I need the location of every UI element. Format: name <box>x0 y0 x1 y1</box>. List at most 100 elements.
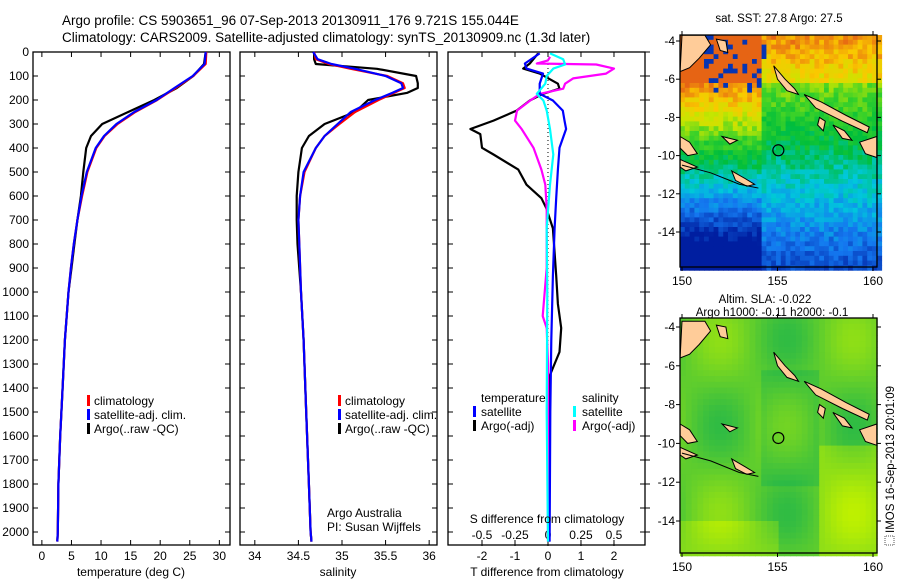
map-cell <box>747 255 753 262</box>
map-cell <box>838 102 844 108</box>
map-cell <box>767 422 774 429</box>
map-cell <box>737 83 743 89</box>
map-cell <box>819 49 825 55</box>
map-cell <box>704 78 710 84</box>
map-cell <box>824 212 830 218</box>
map-cell <box>836 492 843 499</box>
map-cell <box>737 150 743 156</box>
map-cell <box>848 49 854 55</box>
map-cell <box>842 376 849 383</box>
map-cell <box>833 227 839 233</box>
map-cell <box>737 73 743 79</box>
map-cell <box>766 49 772 55</box>
map-cell <box>800 107 806 113</box>
map-cell <box>728 49 734 55</box>
map-cell <box>703 416 710 423</box>
map-cell <box>780 193 787 199</box>
map-cell <box>838 222 844 228</box>
map-cell <box>857 59 863 65</box>
map-cell <box>796 521 803 528</box>
map-cell <box>828 183 835 190</box>
map-cell <box>857 260 863 266</box>
map-cell <box>795 183 801 190</box>
map-cell <box>876 107 883 113</box>
map-cell <box>804 188 811 194</box>
map-cell <box>684 83 691 89</box>
map-cell <box>780 260 787 266</box>
map-cell <box>790 439 797 447</box>
map-cell <box>742 131 748 137</box>
map-cell <box>785 150 791 156</box>
map-cell <box>756 188 763 194</box>
profile-line-satellite-adj <box>297 51 405 542</box>
map-cell <box>819 87 825 94</box>
map-cell <box>726 352 733 360</box>
map-cell <box>867 222 873 228</box>
map-cell <box>813 503 820 510</box>
map-cell <box>737 183 743 190</box>
map-cell <box>780 169 787 175</box>
map-cell <box>857 35 863 41</box>
map-cell <box>852 87 859 94</box>
map-cell <box>809 246 815 252</box>
map-cell <box>726 410 733 418</box>
map-cell <box>838 97 844 103</box>
map-cell <box>761 59 767 65</box>
y-tick-label: 100 <box>9 69 29 83</box>
map-cell <box>723 159 729 166</box>
map-cell <box>761 193 767 199</box>
map-cell <box>867 203 873 209</box>
map-cell <box>857 183 863 190</box>
map-cell <box>872 111 878 118</box>
plot-frame <box>239 51 438 546</box>
map-cell <box>703 387 710 394</box>
map-cell <box>684 121 691 127</box>
map-cell <box>713 111 719 118</box>
map-cell <box>723 63 729 70</box>
map-cell <box>809 145 815 151</box>
legend-swatch-t-satellite <box>473 406 476 417</box>
map-cell <box>720 370 727 377</box>
map-cell <box>708 188 715 194</box>
map-cell <box>756 54 763 60</box>
map-cell <box>709 329 716 336</box>
map-cell <box>718 188 724 194</box>
map-cell <box>749 428 756 435</box>
x2-tick-label: 0.5 <box>606 528 623 542</box>
map-cell <box>872 236 878 242</box>
map-cell <box>833 183 839 190</box>
map-cell <box>718 68 724 74</box>
map-cell <box>694 145 700 151</box>
map-cell <box>728 78 734 84</box>
map-cell <box>743 422 751 429</box>
map-cell <box>867 193 873 199</box>
map-cell <box>790 217 796 223</box>
map-cell <box>755 451 762 458</box>
map-cell <box>848 207 854 214</box>
map-cell <box>761 222 767 228</box>
map-cell <box>732 393 739 400</box>
map-cell <box>752 188 758 194</box>
map-cell <box>714 347 722 354</box>
map-cell <box>685 387 693 394</box>
map-cell <box>699 102 705 108</box>
map-cell <box>720 341 727 348</box>
map-cell <box>804 183 811 190</box>
map-cell <box>843 212 849 218</box>
map-cell <box>865 480 872 487</box>
map-cell <box>726 370 733 377</box>
map-cell <box>862 174 868 180</box>
map-cell <box>778 503 785 510</box>
map-cell <box>819 63 825 70</box>
map-cell <box>732 116 739 122</box>
map-cell <box>809 169 815 175</box>
map-cell <box>726 544 733 551</box>
map-cell <box>713 193 719 199</box>
map-cell <box>767 335 774 342</box>
map-cell <box>709 463 716 470</box>
map-cell <box>709 468 716 476</box>
map-cell <box>790 212 796 218</box>
map-cell <box>689 102 695 108</box>
map-cell <box>703 532 710 539</box>
map-cell <box>747 169 753 175</box>
